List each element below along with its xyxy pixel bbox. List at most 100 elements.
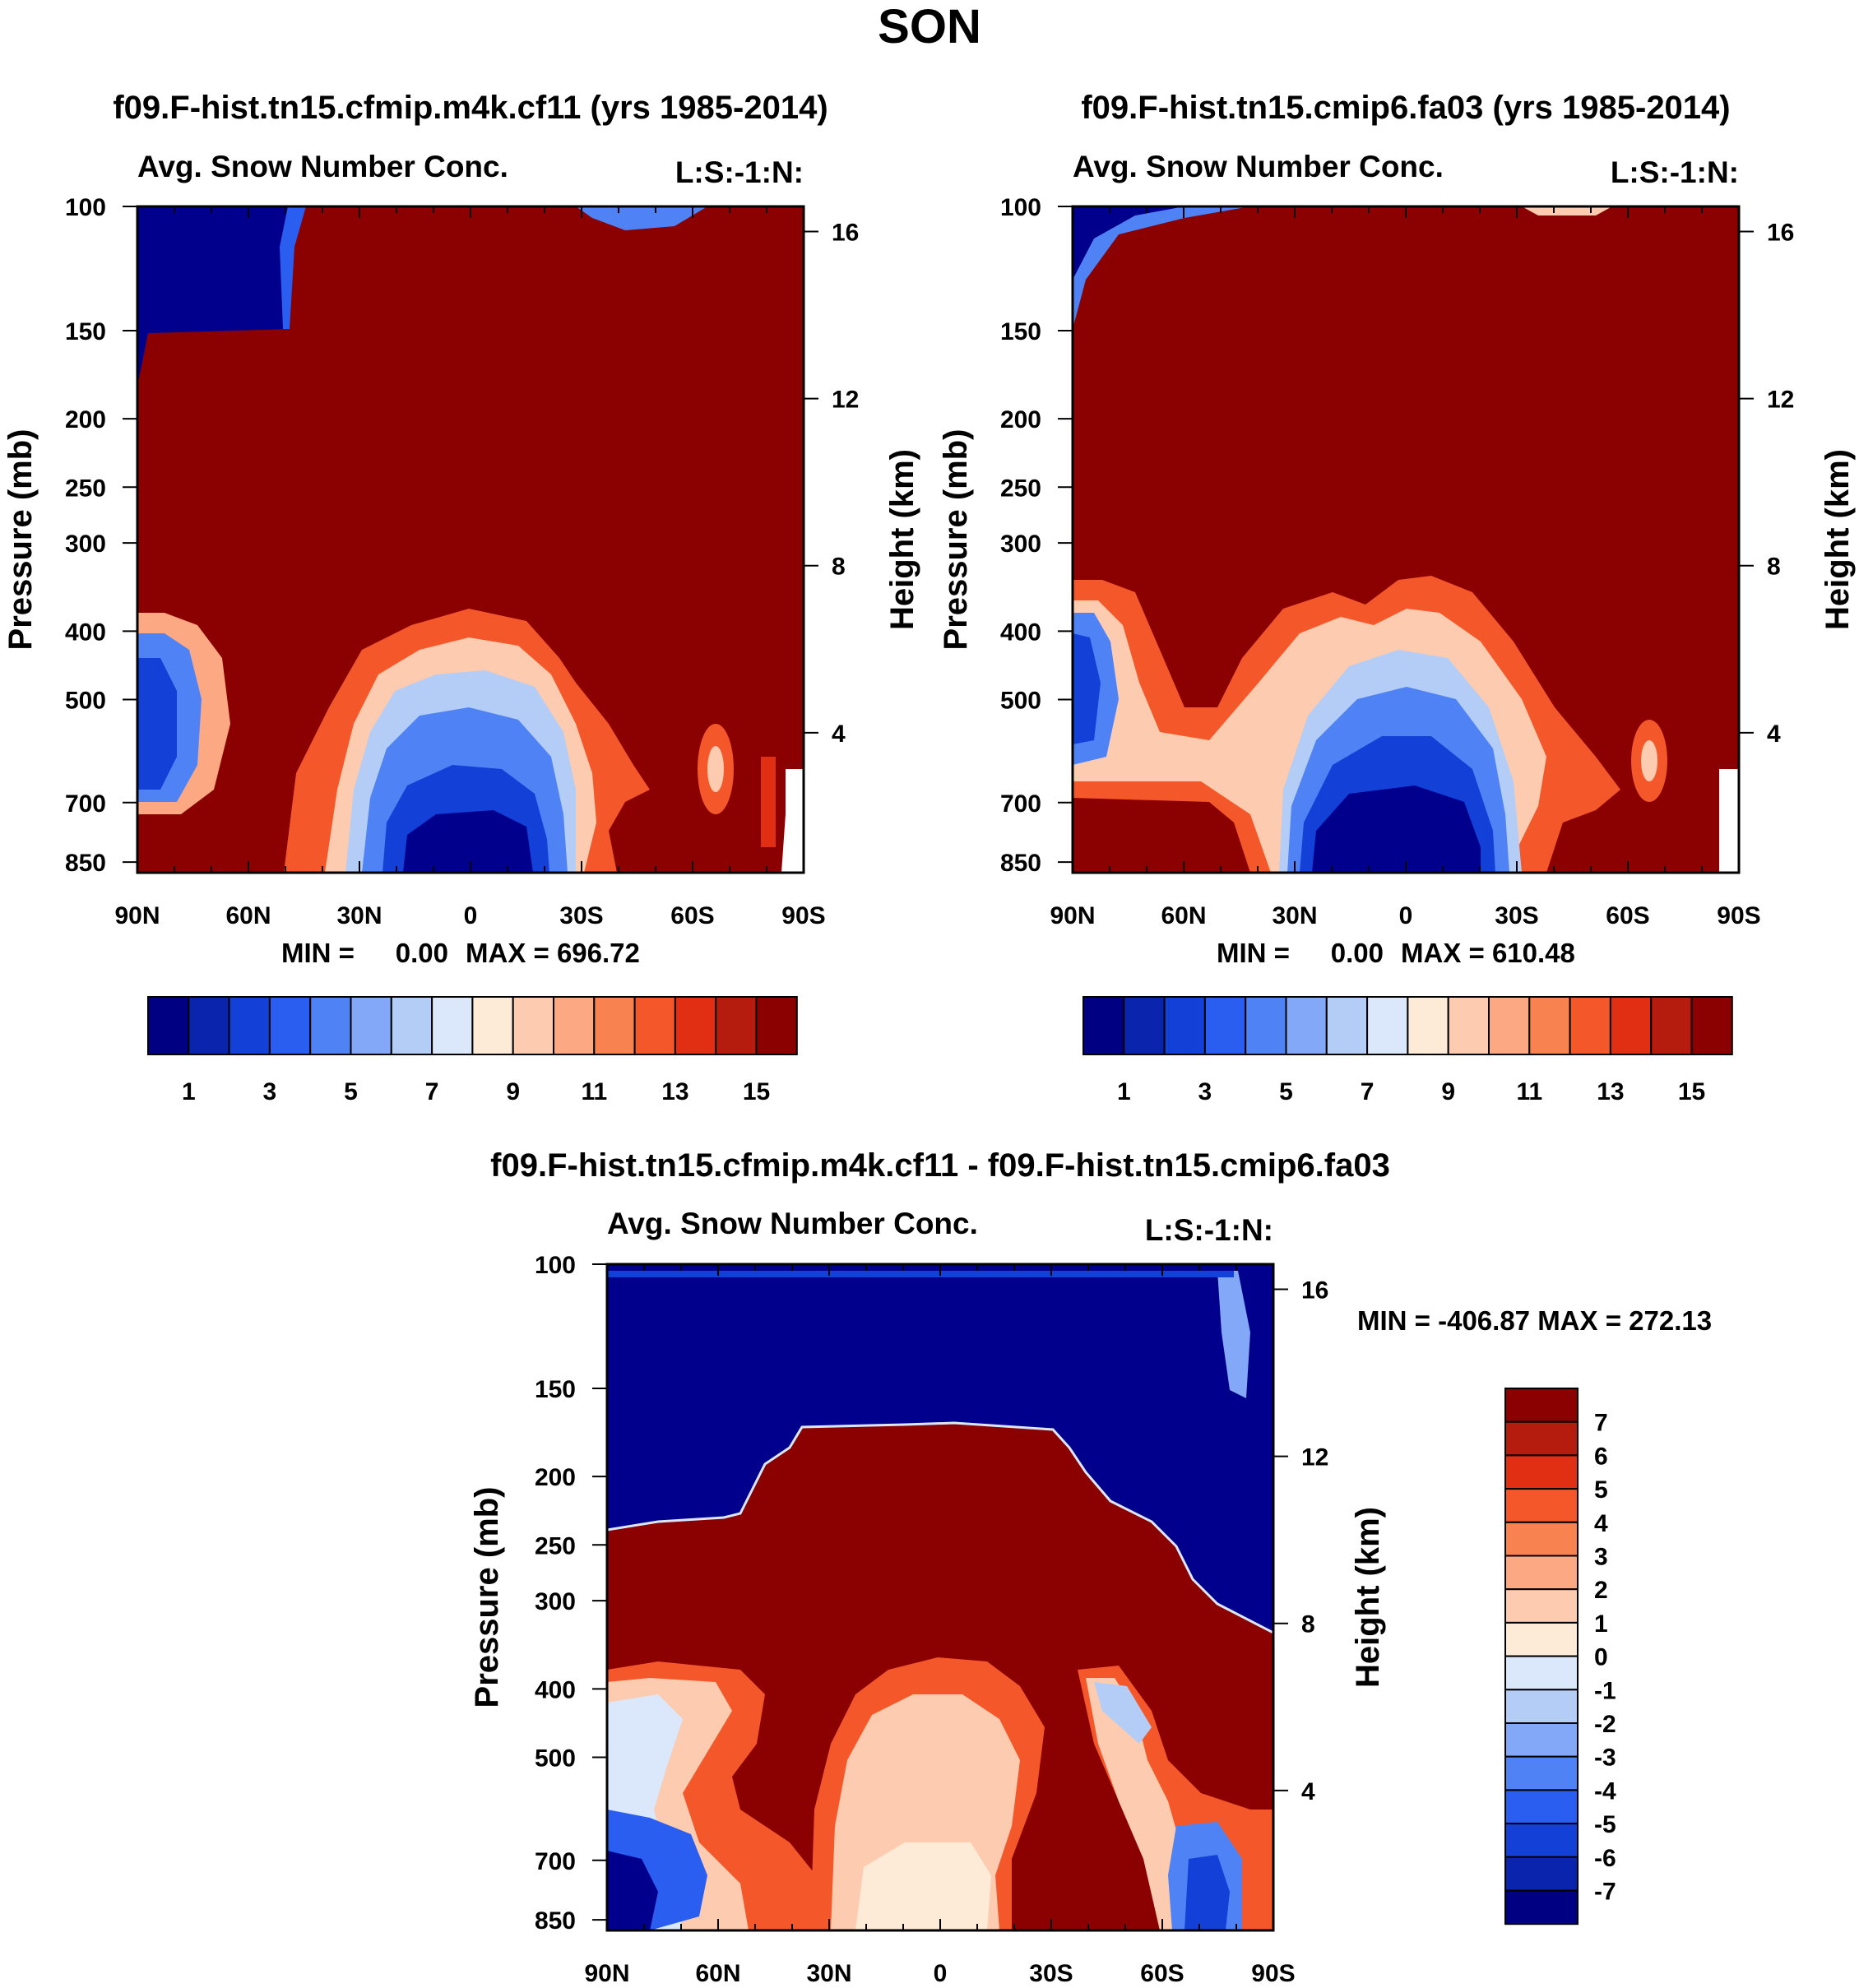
colorbar-label: 5 [344, 1078, 358, 1105]
colorbar-box [715, 996, 758, 1055]
colorbar-box [1488, 996, 1531, 1055]
colorbar-label: 0 [1594, 1644, 1608, 1671]
panel-2-min-value: 0.00 [1331, 938, 1384, 968]
x-tick-label: 90N [584, 1960, 629, 1987]
panel-3-dome-pale [855, 1842, 991, 1930]
colorbar-box [1504, 1722, 1579, 1758]
y-tick-label: 150 [65, 318, 106, 345]
colorbar-label: -1 [1594, 1677, 1616, 1704]
panel-2-max-value: MAX = 610.48 [1401, 938, 1575, 968]
panel-1-upper-blue-fringe [280, 206, 306, 329]
colorbar-label: -6 [1594, 1845, 1616, 1872]
panel-1-ylabel: Pressure (mb) [2, 429, 39, 651]
panel-2-title: f09.F-hist.tn15.cmip6.fa03 (yrs 1985-201… [1081, 90, 1730, 126]
colorbar-box [593, 996, 636, 1055]
y-tick-label: 300 [535, 1588, 576, 1615]
y-tick-label: 250 [535, 1532, 576, 1559]
colorbar-box [1504, 1655, 1579, 1691]
panel-1-south-blob-core [707, 746, 724, 792]
x-tick-label: 0 [934, 1960, 948, 1987]
colorbar-box [1504, 1889, 1579, 1925]
colorbar-box [1569, 996, 1611, 1055]
y2-tick-label: 16 [1767, 219, 1794, 246]
colorbar-box [512, 996, 555, 1055]
x-tick-label: 30S [1495, 902, 1538, 929]
panel-3-lower-left-core [607, 1851, 658, 1930]
panel-3-colorbar: 7 6 5 4 3 2 1 0 -1 -2 -3 -4 -5 -6 -7 [1504, 1388, 1616, 1925]
colorbar-box [1690, 996, 1733, 1055]
y2-tick-label: 4 [1301, 1778, 1315, 1805]
y2-tick-label: 16 [832, 219, 859, 246]
panel-3-right-warm [1086, 1678, 1184, 1930]
y-tick-label: 200 [65, 406, 106, 433]
panel-1-field [137, 206, 804, 873]
y-tick-label: 400 [65, 619, 106, 646]
y-tick-label: 700 [65, 790, 106, 818]
y-tick-label: 700 [535, 1848, 576, 1875]
colorbar-label: 2 [1594, 1577, 1608, 1604]
colorbar-box [1082, 996, 1125, 1055]
panel-1-min-label: MIN = [281, 938, 355, 968]
y-tick-label: 100 [65, 194, 106, 221]
colorbar-label: 15 [743, 1078, 770, 1105]
y-tick-label: 500 [65, 687, 106, 714]
x-tick-label: 60S [1140, 1960, 1184, 1987]
panel-2-min-label: MIN = [1217, 938, 1290, 968]
colorbar-label: 13 [661, 1078, 688, 1105]
colorbar-label: 1 [1594, 1610, 1608, 1638]
page-title: SON [878, 0, 981, 53]
panel-3-stats: MIN = -406.87 MAX = 272.13 [1357, 1305, 1712, 1336]
y-tick-label: 500 [1000, 687, 1041, 714]
colorbar-box [1325, 996, 1369, 1055]
x-tick-label: 90S [1251, 1960, 1295, 1987]
colorbar-box [1609, 996, 1653, 1055]
x-tick-label: 60N [695, 1960, 740, 1987]
panel-1-missing-data [781, 769, 804, 873]
x-tick-label: 90S [1717, 902, 1760, 929]
colorbar-box [309, 996, 352, 1055]
y-tick-label: 700 [1000, 790, 1041, 818]
panel-1-top-blue-patch [576, 206, 707, 230]
colorbar-label: -2 [1594, 1711, 1616, 1738]
colorbar-box [1203, 996, 1247, 1055]
colorbar-box [1504, 1588, 1579, 1624]
panel-3: f09.F-hist.tn15.cfmip.m4k.cf11 - f09.F-h… [469, 1147, 1712, 1987]
panel-1-title: f09.F-hist.tn15.cfmip.m4k.cf11 (yrs 1985… [113, 90, 828, 126]
panel-2-south-blob-core [1641, 740, 1657, 781]
panel-3-zero-contour [607, 1421, 1273, 1634]
colorbar-label: 7 [425, 1078, 439, 1105]
panel-2-left-string: Avg. Snow Number Conc. [1073, 150, 1444, 183]
panel-1-left-blob-core [137, 658, 177, 790]
panel-3-right-pale-blue [1094, 1682, 1152, 1744]
colorbar-box [471, 996, 514, 1055]
y-tick-label: 250 [1000, 475, 1041, 502]
x-tick-label: 0 [464, 902, 478, 929]
panel-2-y2label: Height (km) [1820, 449, 1856, 630]
colorbar-label: 6 [1594, 1443, 1608, 1470]
colorbar-box [1504, 1488, 1579, 1523]
colorbar-box [1528, 996, 1571, 1055]
colorbar-box [147, 996, 190, 1055]
x-tick-label: 90N [114, 902, 160, 929]
y-tick-label: 850 [65, 850, 106, 877]
x-tick-label: 60S [1606, 902, 1649, 929]
panel-3-y2label: Height (km) [1350, 1507, 1386, 1688]
colorbar-box [1504, 1823, 1579, 1858]
colorbar-label: 5 [1279, 1078, 1293, 1105]
panel-1-y2label: Height (km) [884, 449, 920, 630]
colorbar-label: 15 [1678, 1078, 1705, 1105]
y-tick-label: 150 [535, 1376, 576, 1403]
colorbar-box [390, 996, 433, 1055]
y-tick-label: 200 [1000, 406, 1041, 433]
x-tick-label: 30S [559, 902, 603, 929]
colorbar-box [553, 996, 596, 1055]
panel-3-ticks: 90N 60N 30N 0 30S 60S 90S 100 150 200 250 300 400 500… [535, 1252, 1328, 1987]
panel-2-right-string: L:S:-1:N: [1611, 155, 1739, 189]
colorbar-box [1366, 996, 1409, 1055]
panel-2-ticks: 90N 60N 30N 0 30S 60S 90S 100 150 200 250 300 400 500… [1000, 194, 1794, 929]
panel-1-ticks: 90N 60N 30N 0 30S 60S 90S 100 150 200 250 300 400 500… [65, 194, 859, 929]
colorbar-label: 11 [581, 1078, 607, 1105]
panel-2-dome-core [1312, 785, 1481, 873]
y-tick-label: 500 [535, 1745, 576, 1772]
colorbar-box [1504, 1755, 1579, 1791]
